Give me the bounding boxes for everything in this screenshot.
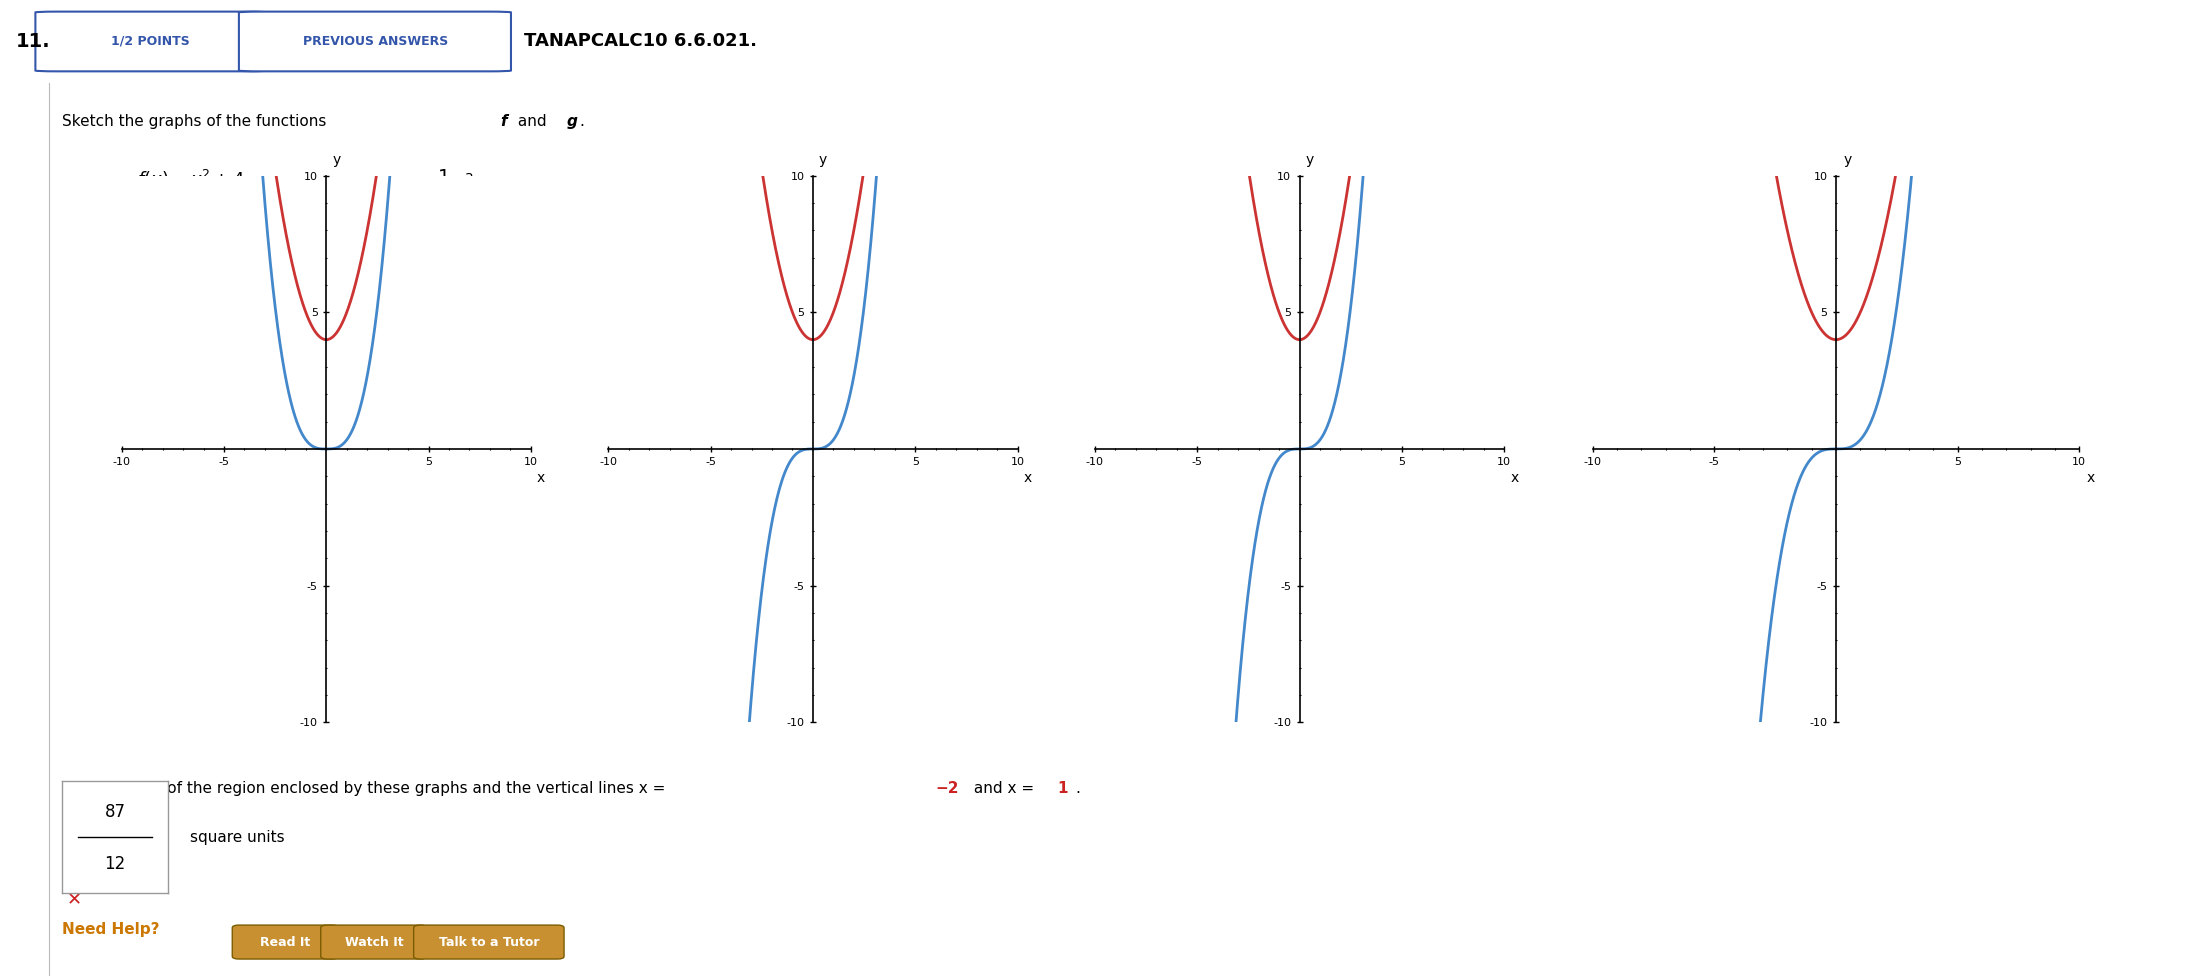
- Text: g: g: [566, 114, 577, 129]
- Text: y: y: [818, 153, 827, 168]
- FancyBboxPatch shape: [232, 925, 338, 959]
- Text: Sketch the graphs of the functions: Sketch the graphs of the functions: [62, 114, 332, 129]
- Text: x: x: [1511, 470, 1520, 485]
- Text: 1/2 POINTS: 1/2 POINTS: [111, 35, 190, 48]
- Text: y: y: [1843, 153, 1851, 168]
- Text: 87: 87: [104, 803, 126, 821]
- FancyBboxPatch shape: [35, 12, 268, 71]
- Text: TANAPCALC10 6.6.021.: TANAPCALC10 6.6.021.: [524, 32, 757, 51]
- Text: ✕: ✕: [66, 891, 82, 910]
- FancyBboxPatch shape: [414, 925, 564, 959]
- Text: Read It: Read It: [261, 936, 310, 949]
- Text: square units: square units: [190, 830, 285, 845]
- Text: $g(x) = \dfrac{1}{3}x^3$: $g(x) = \dfrac{1}{3}x^3$: [374, 168, 473, 206]
- Text: x: x: [538, 470, 546, 485]
- Text: f: f: [500, 114, 507, 129]
- Text: PREVIOUS ANSWERS: PREVIOUS ANSWERS: [303, 35, 449, 48]
- FancyBboxPatch shape: [321, 925, 427, 959]
- Text: 11.: 11.: [15, 32, 51, 51]
- Text: .: .: [580, 114, 584, 129]
- Text: 1: 1: [1057, 782, 1068, 796]
- Text: Talk to a Tutor: Talk to a Tutor: [438, 936, 540, 949]
- FancyBboxPatch shape: [239, 12, 511, 71]
- Text: −2: −2: [936, 782, 960, 796]
- Text: Find the area of the region enclosed by these graphs and the vertical lines x =: Find the area of the region enclosed by …: [62, 782, 670, 796]
- Text: .: .: [1075, 782, 1079, 796]
- Text: $f(x) = x^2 + 4,$: $f(x) = x^2 + 4,$: [137, 168, 250, 190]
- Text: x: x: [1024, 470, 1033, 485]
- Text: and x =: and x =: [969, 782, 1040, 796]
- Text: y: y: [332, 153, 341, 168]
- Text: 12: 12: [104, 855, 126, 873]
- Text: Watch It: Watch It: [345, 936, 403, 949]
- Text: and: and: [513, 114, 551, 129]
- Text: x: x: [2086, 470, 2095, 485]
- Text: y: y: [1305, 153, 1314, 168]
- Text: Need Help?: Need Help?: [62, 922, 159, 937]
